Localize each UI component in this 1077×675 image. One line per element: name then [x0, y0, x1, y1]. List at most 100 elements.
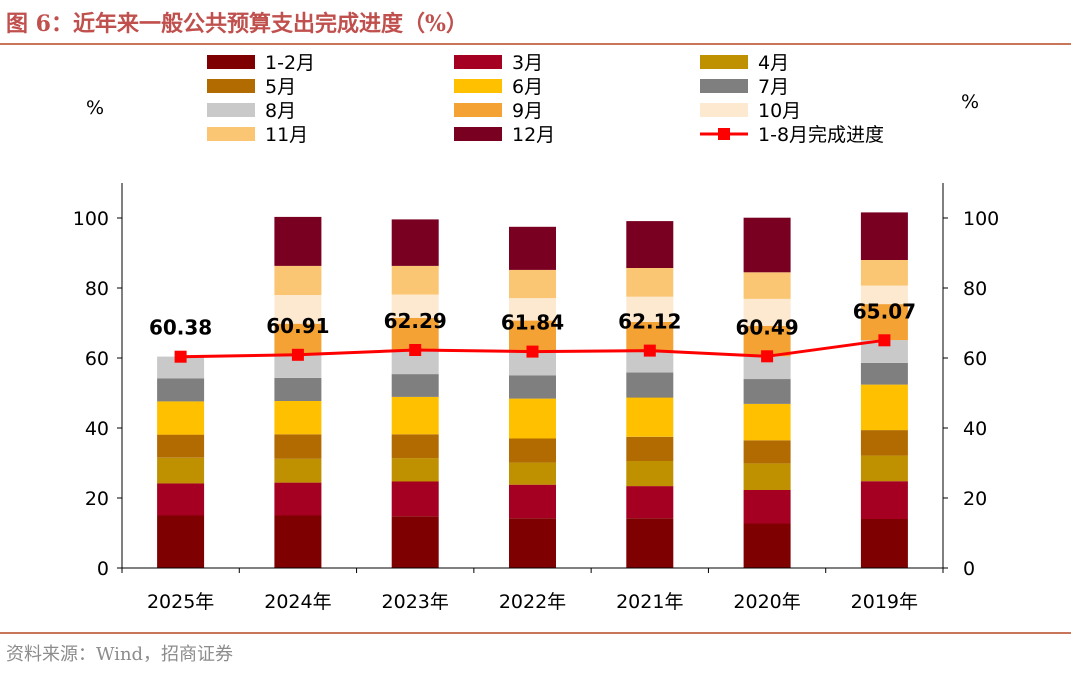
right-y-tick-label: 60 — [963, 348, 987, 370]
bar-segment — [391, 265, 439, 295]
legend-label: 6月 — [512, 76, 543, 98]
bar-segment — [743, 403, 791, 441]
right-y-tick-label: 80 — [963, 278, 987, 300]
bar-segment — [626, 350, 674, 373]
bar-segment — [743, 440, 791, 464]
bar-segment — [509, 398, 556, 439]
legend-swatch — [207, 127, 255, 141]
bar-segment — [391, 219, 439, 266]
x-tick-label: 2021年 — [616, 591, 683, 613]
x-tick-label: 2022年 — [499, 591, 566, 613]
bar-segment — [860, 519, 908, 568]
left-y-tick-label: 80 — [85, 278, 109, 300]
bar-segment — [274, 377, 322, 401]
bar-segment — [626, 221, 674, 268]
bar-segment — [509, 484, 556, 519]
progress-point-marker — [878, 334, 891, 347]
bar-segment — [391, 458, 439, 482]
bar-segment — [626, 460, 674, 487]
bar-segment — [626, 436, 674, 461]
progress-data-label: 65.07 — [853, 299, 916, 323]
right-y-tick-label: 0 — [963, 558, 975, 580]
bar-segment — [626, 372, 674, 398]
legend-label: 5月 — [265, 76, 296, 98]
bar-segment — [391, 294, 439, 318]
legend-label: 4月 — [758, 52, 789, 74]
bar-segment — [626, 518, 674, 568]
legend-label: 11月 — [265, 124, 308, 146]
bar-segment — [860, 384, 908, 431]
figure-title: 图 6：近年来一般公共预算支出完成进度（%） — [6, 11, 468, 37]
figure-source: 资料来源：Wind，招商证券 — [6, 644, 234, 665]
progress-point-marker — [409, 344, 422, 356]
bar-segment — [743, 490, 791, 524]
progress-data-label: 62.29 — [384, 309, 447, 333]
bar-segment — [391, 374, 439, 397]
bar-segment — [157, 457, 205, 484]
bar-segment — [860, 481, 908, 519]
bar-segment — [743, 523, 791, 568]
bar-segment — [157, 378, 205, 402]
bar-segment — [391, 516, 439, 568]
bar-segment — [626, 397, 674, 437]
legend-line-marker — [718, 128, 730, 140]
bar-segment — [860, 260, 908, 286]
bar-segment — [743, 298, 791, 326]
bar-segment — [509, 375, 556, 399]
bar-segment — [509, 351, 556, 376]
right-y-tick-label: 100 — [963, 208, 999, 230]
bar-segment — [157, 434, 205, 458]
bar-segment — [391, 396, 439, 435]
bar-segment — [860, 430, 908, 456]
legend-label: 9月 — [512, 100, 543, 122]
bar-segment — [860, 212, 908, 260]
progress-data-label: 60.38 — [149, 316, 212, 340]
bar-segment — [274, 216, 322, 266]
progress-point-marker — [526, 345, 539, 358]
bar-segment — [274, 458, 322, 483]
progress-point-marker — [761, 350, 774, 363]
progress-data-label: 61.84 — [501, 311, 564, 335]
left-y-tick-label: 100 — [73, 208, 109, 230]
x-tick-label: 2024年 — [264, 591, 331, 613]
left-y-tick-label: 40 — [85, 418, 109, 440]
bar-segment — [274, 401, 322, 435]
bar-segment — [743, 379, 791, 404]
bar-segment — [860, 304, 908, 341]
progress-point-marker — [643, 344, 656, 357]
left-y-tick-label: 0 — [97, 558, 109, 580]
bar-segment — [157, 401, 205, 435]
bar-segment — [860, 362, 908, 385]
progress-point-marker — [174, 350, 187, 363]
legend-swatch — [454, 79, 502, 93]
right-y-tick-label: 20 — [963, 488, 987, 510]
progress-line-series: 60.38 60.91 62.29 61.84 62.12 60.49 65.07 — [149, 299, 916, 363]
bar-segment — [860, 340, 908, 363]
progress-point-marker — [291, 348, 304, 361]
bar-segment — [274, 354, 322, 378]
x-tick-label: 2023年 — [382, 591, 449, 613]
legend-swatch — [454, 55, 502, 69]
progress-data-label: 60.49 — [735, 315, 798, 339]
bar-segment — [860, 285, 908, 305]
bar-segment — [509, 226, 556, 270]
legend-swatch — [207, 103, 255, 117]
bar-segment — [626, 296, 674, 322]
legend-label: 12月 — [512, 124, 555, 146]
chart-legend: 1-2月 3月 4月 5月 6月 7月 8月 9月 10月 11月 12月 1-8月完成进度 — [207, 52, 884, 146]
legend-swatch — [207, 55, 255, 69]
bar-segment — [274, 482, 322, 516]
left-y-tick-label: 60 — [85, 348, 109, 370]
bar-segment — [391, 434, 439, 459]
bar-segment — [509, 438, 556, 463]
bar-segment — [274, 515, 322, 568]
bar-segment — [743, 217, 791, 273]
x-tick-label: 2020年 — [733, 591, 800, 613]
bar-segment — [157, 515, 205, 568]
legend-swatch — [700, 79, 748, 93]
right-y-tick-label: 40 — [963, 418, 987, 440]
bar-segment — [743, 272, 791, 299]
bar-segment — [509, 518, 556, 568]
legend-label: 3月 — [512, 52, 543, 74]
